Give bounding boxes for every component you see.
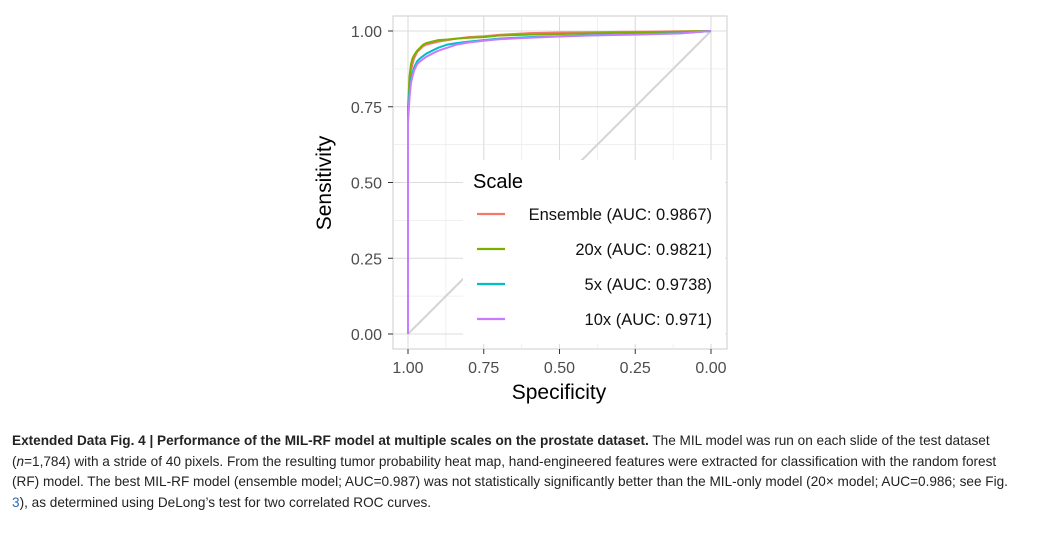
legend-background — [463, 160, 725, 344]
roc-curves — [407, 30, 712, 334]
legend-entry-label: 5x (AUC: 0.9738) — [585, 276, 712, 294]
y-tick-label: 0.00 — [351, 327, 382, 344]
y-axis-label: Sensitivity — [313, 135, 336, 230]
y-tick-label: 0.25 — [351, 251, 382, 268]
figure-caption: Extended Data Fig. 4 | Performance of th… — [12, 431, 1022, 513]
y-tick-label: 0.50 — [351, 176, 382, 193]
y-axis: 0.00 0.25 0.50 0.75 1.00 — [351, 24, 393, 344]
legend-entry-label: Ensemble (AUC: 0.9867) — [529, 206, 712, 224]
x-tick-label: 0.75 — [468, 360, 499, 377]
x-tick-label: 0.50 — [544, 360, 575, 377]
x-tick-label: 0.00 — [695, 360, 726, 377]
x-tick-label: 0.25 — [620, 360, 651, 377]
x-tick-label: 1.00 — [392, 360, 423, 377]
caption-text-1: The MIL model was run on each slide of t… — [12, 433, 990, 469]
caption-n-symbol: n — [16, 453, 25, 469]
x-axis-label: Specificity — [512, 381, 607, 404]
caption-text-3: ), as determined using DeLong’s test for… — [19, 494, 432, 510]
figure-reference-link[interactable]: 3 — [12, 494, 20, 510]
legend: Scale Ensemble (AUC: 0.9867) 20x (AUC: 0.… — [463, 160, 725, 344]
roc-chart: 0.000.250.500.751.00 1.00 0.75 0.50 0.25 0.0… — [313, 15, 728, 404]
legend-entry-label: 10x (AUC: 0.971) — [585, 311, 712, 329]
y-tick-label: 0.75 — [351, 100, 382, 117]
legend-title: Scale — [473, 171, 523, 193]
x-axis: 1.00 0.75 0.50 0.25 0.00 — [392, 349, 727, 377]
roc-curve-4 — [407, 30, 712, 334]
caption-label: Extended Data Fig. 4 | Performance of th… — [12, 433, 649, 448]
roc-curve-2 — [407, 30, 712, 334]
legend-entry-label: 20x (AUC: 0.9821) — [575, 241, 712, 259]
y-tick-label: 1.00 — [351, 24, 382, 41]
caption-text-2: =1,784) with a stride of 40 pixels. From… — [12, 453, 1008, 490]
